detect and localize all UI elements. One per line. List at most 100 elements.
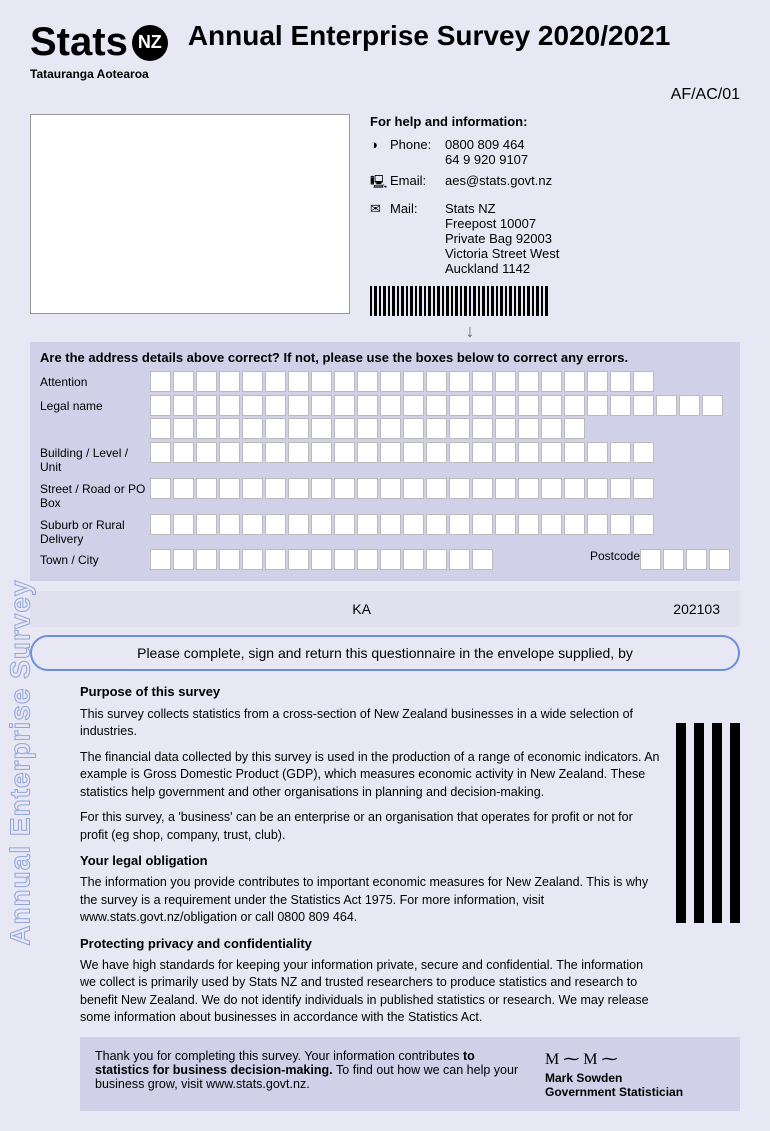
input-box[interactable] bbox=[564, 371, 585, 392]
input-box[interactable] bbox=[288, 549, 309, 570]
input-box[interactable] bbox=[564, 395, 585, 416]
input-box[interactable] bbox=[288, 418, 309, 439]
input-box[interactable] bbox=[150, 514, 171, 535]
input-box[interactable] bbox=[219, 371, 240, 392]
input-box[interactable] bbox=[449, 478, 470, 499]
input-box[interactable] bbox=[426, 395, 447, 416]
input-box[interactable] bbox=[150, 395, 171, 416]
input-box[interactable] bbox=[518, 442, 539, 463]
input-box[interactable] bbox=[495, 371, 516, 392]
input-box[interactable] bbox=[357, 418, 378, 439]
input-box[interactable] bbox=[173, 549, 194, 570]
input-box[interactable] bbox=[449, 514, 470, 535]
input-box[interactable] bbox=[403, 395, 424, 416]
input-box[interactable] bbox=[449, 442, 470, 463]
input-box[interactable] bbox=[403, 549, 424, 570]
input-box[interactable] bbox=[403, 418, 424, 439]
input-box[interactable] bbox=[242, 442, 263, 463]
input-box[interactable] bbox=[380, 442, 401, 463]
input-box[interactable] bbox=[288, 371, 309, 392]
input-box[interactable] bbox=[357, 442, 378, 463]
input-box[interactable] bbox=[426, 514, 447, 535]
input-box[interactable] bbox=[242, 514, 263, 535]
input-box[interactable] bbox=[663, 549, 684, 570]
input-box[interactable] bbox=[311, 478, 332, 499]
input-box[interactable] bbox=[173, 371, 194, 392]
input-box[interactable] bbox=[426, 478, 447, 499]
input-box[interactable] bbox=[472, 514, 493, 535]
input-box[interactable] bbox=[472, 549, 493, 570]
input-box[interactable] bbox=[656, 395, 677, 416]
input-box[interactable] bbox=[495, 442, 516, 463]
input-box[interactable] bbox=[472, 442, 493, 463]
input-box[interactable] bbox=[150, 442, 171, 463]
input-box[interactable] bbox=[219, 514, 240, 535]
input-box[interactable] bbox=[403, 442, 424, 463]
input-box[interactable] bbox=[518, 395, 539, 416]
input-box[interactable] bbox=[219, 549, 240, 570]
input-box[interactable] bbox=[242, 395, 263, 416]
input-box[interactable] bbox=[357, 371, 378, 392]
input-box[interactable] bbox=[633, 514, 654, 535]
input-box[interactable] bbox=[265, 549, 286, 570]
input-box[interactable] bbox=[541, 395, 562, 416]
input-box[interactable] bbox=[173, 395, 194, 416]
input-box[interactable] bbox=[173, 514, 194, 535]
input-box[interactable] bbox=[633, 395, 654, 416]
input-box[interactable] bbox=[334, 478, 355, 499]
input-box[interactable] bbox=[587, 478, 608, 499]
input-box[interactable] bbox=[610, 442, 631, 463]
input-box[interactable] bbox=[265, 418, 286, 439]
input-box[interactable] bbox=[518, 478, 539, 499]
input-box[interactable] bbox=[380, 371, 401, 392]
input-box[interactable] bbox=[610, 371, 631, 392]
input-box[interactable] bbox=[219, 478, 240, 499]
input-box[interactable] bbox=[449, 418, 470, 439]
input-box[interactable] bbox=[150, 371, 171, 392]
input-box[interactable] bbox=[426, 549, 447, 570]
input-box[interactable] bbox=[311, 514, 332, 535]
input-box[interactable] bbox=[357, 514, 378, 535]
input-box[interactable] bbox=[518, 371, 539, 392]
input-box[interactable] bbox=[495, 478, 516, 499]
input-box[interactable] bbox=[219, 418, 240, 439]
input-box[interactable] bbox=[449, 549, 470, 570]
input-box[interactable] bbox=[288, 514, 309, 535]
input-box[interactable] bbox=[288, 478, 309, 499]
input-box[interactable] bbox=[150, 478, 171, 499]
input-box[interactable] bbox=[196, 549, 217, 570]
input-box[interactable] bbox=[702, 395, 723, 416]
input-box[interactable] bbox=[334, 514, 355, 535]
input-box[interactable] bbox=[311, 418, 332, 439]
input-box[interactable] bbox=[173, 478, 194, 499]
input-box[interactable] bbox=[196, 418, 217, 439]
input-box[interactable] bbox=[380, 478, 401, 499]
input-box[interactable] bbox=[311, 442, 332, 463]
input-box[interactable] bbox=[242, 418, 263, 439]
input-box[interactable] bbox=[610, 395, 631, 416]
input-box[interactable] bbox=[679, 395, 700, 416]
input-box[interactable] bbox=[380, 395, 401, 416]
input-box[interactable] bbox=[150, 418, 171, 439]
input-box[interactable] bbox=[495, 418, 516, 439]
input-box[interactable] bbox=[311, 395, 332, 416]
input-box[interactable] bbox=[196, 514, 217, 535]
input-box[interactable] bbox=[449, 371, 470, 392]
input-box[interactable] bbox=[640, 549, 661, 570]
input-box[interactable] bbox=[587, 395, 608, 416]
input-box[interactable] bbox=[357, 478, 378, 499]
input-box[interactable] bbox=[196, 442, 217, 463]
input-box[interactable] bbox=[242, 478, 263, 499]
input-box[interactable] bbox=[610, 514, 631, 535]
input-box[interactable] bbox=[587, 371, 608, 392]
input-box[interactable] bbox=[495, 395, 516, 416]
input-box[interactable] bbox=[242, 371, 263, 392]
input-box[interactable] bbox=[472, 478, 493, 499]
input-box[interactable] bbox=[403, 478, 424, 499]
input-box[interactable] bbox=[196, 395, 217, 416]
input-box[interactable] bbox=[403, 371, 424, 392]
input-box[interactable] bbox=[426, 442, 447, 463]
input-box[interactable] bbox=[196, 478, 217, 499]
input-box[interactable] bbox=[196, 371, 217, 392]
input-box[interactable] bbox=[173, 418, 194, 439]
